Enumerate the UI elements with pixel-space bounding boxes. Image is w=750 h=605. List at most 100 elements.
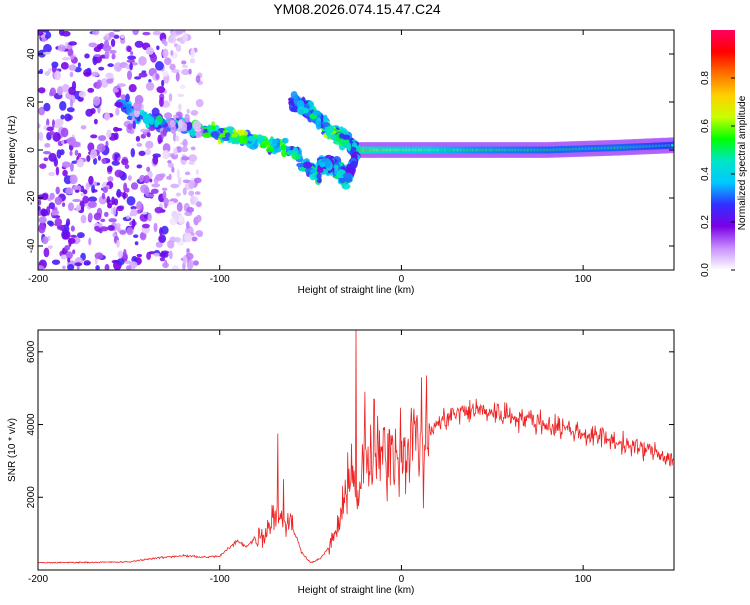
noise-blob [82, 189, 88, 195]
noise-blob [185, 221, 190, 229]
noise-blob [189, 195, 195, 205]
noise-blob [119, 230, 127, 235]
noise-blob [161, 187, 168, 191]
noise-blob [55, 166, 60, 176]
noise-blob [154, 61, 164, 71]
noise-blob [71, 160, 78, 164]
colorbar-tick-label: 0.6 [700, 119, 711, 133]
noise-blob [126, 59, 136, 63]
noise-blob [175, 44, 182, 52]
noise-blob [155, 73, 160, 80]
descending-streak-blob [143, 114, 153, 124]
noise-blob [76, 158, 85, 168]
noise-blob [154, 206, 164, 214]
noise-blob [143, 175, 150, 184]
noise-blob [138, 72, 148, 78]
noise-blob [107, 225, 115, 231]
lower-branch-blob [319, 162, 326, 168]
noise-blob [167, 35, 177, 44]
noise-blob [130, 51, 134, 56]
noise-blob [151, 183, 161, 188]
upper-branch-blob [323, 114, 328, 124]
noise-blob [68, 237, 72, 247]
descending-streak-blob [281, 137, 289, 144]
colorbar-scale [711, 30, 735, 270]
noise-blob [191, 236, 198, 242]
noise-blob [195, 75, 201, 83]
noise-blob [106, 129, 112, 138]
noise-blob [153, 252, 160, 257]
noise-blob [66, 107, 75, 113]
noise-blob [189, 58, 196, 64]
noise-blob [195, 214, 202, 223]
noise-blob [188, 161, 195, 165]
noise-blob [77, 152, 82, 158]
noise-blob [43, 51, 51, 55]
descending-streak-blob [230, 133, 239, 138]
noise-blob [114, 101, 123, 108]
y-tick-label: 0 [26, 147, 37, 153]
noise-blob [42, 151, 51, 155]
noise-blob [162, 262, 169, 269]
noise-blob [52, 132, 61, 142]
noise-blob [44, 71, 50, 77]
noise-blob [132, 30, 139, 36]
noise-blob [60, 114, 65, 120]
descending-streak-blob [238, 135, 249, 145]
noise-blob [107, 63, 114, 68]
noise-blob [72, 249, 76, 255]
noise-blob [145, 140, 154, 149]
noise-blob [56, 225, 65, 231]
noise-blob [165, 80, 169, 84]
noise-blob [178, 103, 182, 112]
noise-blob [87, 200, 97, 209]
noise-blob [120, 94, 127, 100]
noise-blob [172, 114, 177, 120]
noise-blob [168, 93, 173, 102]
noise-blob [71, 80, 77, 91]
noise-blob [167, 239, 175, 249]
snr-y-label: SNR (10 * v/v) [7, 418, 18, 482]
noise-blob [153, 222, 158, 233]
noise-blob [122, 191, 126, 200]
noise-blob [162, 70, 169, 77]
carrier-core [670, 143, 674, 147]
noise-blob [181, 64, 188, 69]
noise-blob [134, 40, 144, 48]
x-tick-label: 100 [575, 274, 592, 285]
noise-blob [64, 244, 71, 251]
noise-blob [130, 208, 138, 217]
noise-blob [171, 166, 175, 173]
noise-blob [49, 87, 57, 96]
noise-blob [181, 156, 190, 161]
noise-blob [176, 202, 183, 212]
noise-blob [43, 43, 52, 53]
noise-blob [70, 225, 75, 232]
noise-blob [159, 227, 163, 236]
snr-y-ticks: 2000 4000 6000 [26, 340, 674, 508]
noise-blob [136, 253, 143, 258]
x-tick-label: -200 [28, 274, 48, 285]
x-tick-label: -100 [210, 574, 230, 585]
noise-blob [123, 248, 127, 259]
noise-blob [169, 63, 176, 71]
upper-branch-blob [326, 128, 332, 139]
x-tick-label: 100 [575, 574, 592, 585]
noise-blob [113, 34, 120, 39]
noise-blob [125, 187, 130, 193]
noise-blob [132, 120, 136, 130]
noise-blob [109, 49, 117, 54]
noise-blob [190, 48, 195, 58]
noise-blob [182, 30, 186, 33]
noise-blob [186, 261, 193, 270]
noise-blob [104, 112, 111, 121]
noise-blob [38, 87, 46, 94]
noise-blob [138, 150, 146, 157]
lower-branch-blob [350, 160, 358, 169]
noise-blob [158, 234, 167, 244]
noise-blob [128, 84, 137, 93]
noise-blob [74, 149, 79, 156]
noise-blob [38, 199, 42, 206]
noise-blob [145, 148, 151, 156]
